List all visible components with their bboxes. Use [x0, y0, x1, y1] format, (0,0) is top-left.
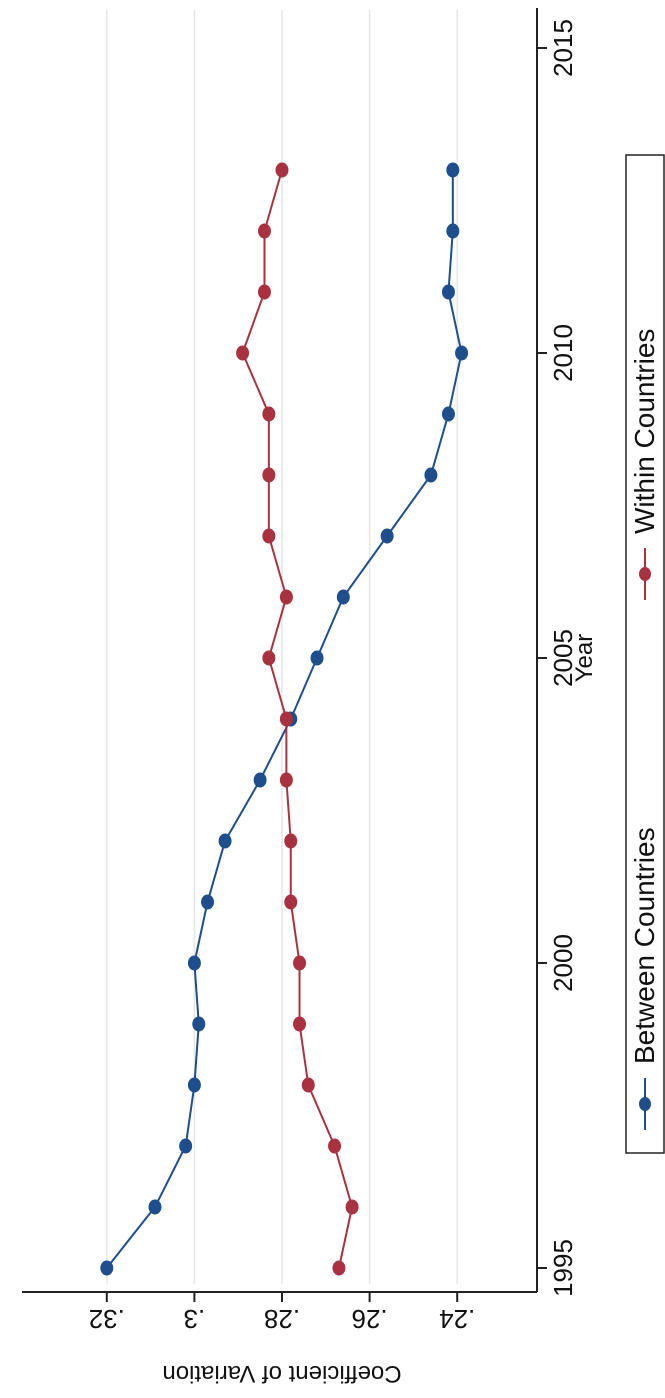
- data-point-between-countries: [253, 772, 267, 788]
- data-point-within-countries: [301, 1077, 315, 1093]
- data-point-within-countries: [275, 162, 289, 178]
- grid-lines: [106, 10, 458, 1284]
- series-layer: [100, 162, 469, 1276]
- data-point-within-countries: [262, 650, 276, 666]
- data-point-between-countries: [192, 1016, 206, 1032]
- data-point-within-countries: [284, 894, 298, 910]
- data-point-between-countries: [201, 894, 215, 910]
- data-point-within-countries: [345, 1199, 359, 1215]
- data-point-within-countries: [257, 223, 271, 239]
- year-tick-label: 2000: [548, 934, 578, 992]
- data-point-within-countries: [262, 528, 276, 544]
- value-tick-label: .24: [439, 1304, 475, 1334]
- data-point-between-countries: [218, 833, 232, 849]
- data-point-between-countries: [380, 528, 394, 544]
- legend-box: [625, 154, 665, 1154]
- legend-label-within-countries: Within Countries: [629, 329, 660, 534]
- data-point-between-countries: [441, 406, 455, 422]
- data-point-between-countries: [336, 589, 350, 605]
- year-tick-label: 1995: [548, 1239, 578, 1297]
- data-point-within-countries: [279, 589, 293, 605]
- legend-marker-between-countries: [639, 1097, 651, 1111]
- data-point-within-countries: [262, 467, 276, 483]
- value-tick-label: .26: [352, 1304, 388, 1334]
- axes: 1995 2000 2005 2010 2015 Year .24 .26 .28 .3 .32 Co…: [22, 8, 598, 1387]
- data-point-within-countries: [328, 1138, 342, 1154]
- data-point-between-countries: [455, 345, 469, 361]
- data-point-within-countries: [236, 345, 250, 361]
- data-point-between-countries: [100, 1260, 114, 1276]
- data-point-between-countries: [310, 650, 324, 666]
- data-point-within-countries: [284, 833, 298, 849]
- legend-marker-within-countries: [639, 567, 651, 581]
- data-point-within-countries: [332, 1260, 346, 1276]
- value-tick-label: .32: [89, 1304, 125, 1334]
- year-tick-label: 2015: [548, 19, 578, 77]
- value-axis-title: Coefficient of Variation: [162, 1360, 401, 1387]
- year-tick-label: 2010: [548, 324, 578, 382]
- data-point-within-countries: [262, 406, 276, 422]
- data-point-within-countries: [293, 955, 307, 971]
- year-axis-title: Year: [571, 634, 598, 683]
- data-point-within-countries: [293, 1016, 307, 1032]
- data-point-between-countries: [148, 1199, 162, 1215]
- legend-label-between-countries: Between Countries: [629, 827, 660, 1064]
- data-point-between-countries: [446, 223, 460, 239]
- data-point-within-countries: [279, 772, 293, 788]
- data-point-between-countries: [441, 284, 455, 300]
- legend: Between Countries Within Countries: [625, 154, 665, 1154]
- data-point-between-countries: [187, 1077, 201, 1093]
- data-point-between-countries: [179, 1138, 193, 1154]
- value-tick-label: .28: [264, 1304, 300, 1334]
- year-tick-label: 2005: [548, 629, 578, 687]
- data-point-between-countries: [424, 467, 438, 483]
- data-point-within-countries: [257, 284, 271, 300]
- data-point-between-countries: [187, 955, 201, 971]
- data-point-between-countries: [446, 162, 460, 178]
- series-line-within-countries: [241, 169, 354, 1269]
- data-point-within-countries: [279, 711, 293, 727]
- value-tick-label: .3: [184, 1304, 206, 1334]
